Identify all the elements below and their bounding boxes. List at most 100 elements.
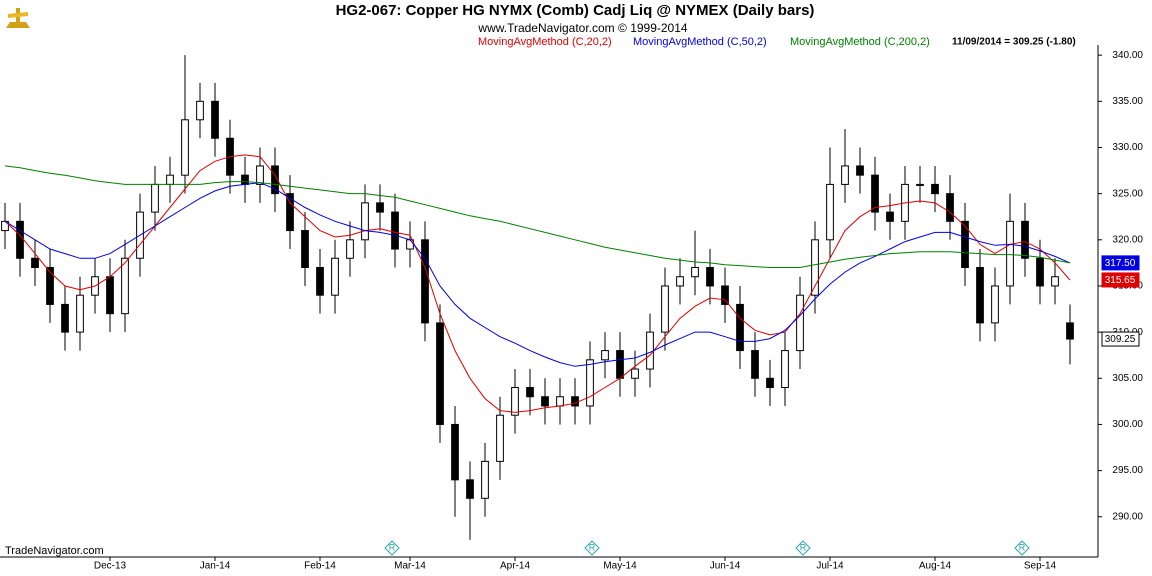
y-tick-label: 300.00 xyxy=(1112,419,1143,430)
candle-body xyxy=(931,183,939,195)
candle-body xyxy=(391,211,399,250)
candle-body xyxy=(856,165,864,176)
moving-average-line xyxy=(4,182,1071,367)
logo xyxy=(6,8,30,28)
candle-body xyxy=(436,322,444,425)
moving-average-line xyxy=(4,154,1071,413)
candle-body xyxy=(646,331,654,370)
candle-body xyxy=(1021,220,1029,259)
candle-body xyxy=(481,460,489,499)
x-tick-label: Jul-14 xyxy=(816,561,844,572)
candle-body xyxy=(466,479,474,499)
candle-body xyxy=(361,202,369,241)
candle-body xyxy=(121,257,129,315)
y-tick-label: 290.00 xyxy=(1112,511,1143,522)
candle-body xyxy=(1051,276,1059,287)
x-tick-label: May-14 xyxy=(603,561,637,572)
y-tick-label: 335.00 xyxy=(1112,96,1143,107)
x-tick-label: Dec-13 xyxy=(94,561,127,572)
candle-body xyxy=(16,220,24,259)
candle-body xyxy=(106,276,114,315)
candle-body xyxy=(496,414,504,462)
candle-body xyxy=(376,202,384,213)
svg-text:R: R xyxy=(1019,542,1026,552)
y-tick-label: 305.00 xyxy=(1112,373,1143,384)
candle-body xyxy=(571,396,579,407)
x-tick-label: Sep-14 xyxy=(1024,561,1057,572)
candle-body xyxy=(166,174,174,185)
candle-body xyxy=(241,174,249,185)
candle-body xyxy=(961,220,969,268)
svg-text:R: R xyxy=(589,542,596,552)
svg-text:R: R xyxy=(389,542,396,552)
candle-body xyxy=(31,257,39,268)
y-tick-label: 295.00 xyxy=(1112,465,1143,476)
candle-body xyxy=(526,387,534,398)
candle-body xyxy=(796,294,804,352)
chart-subtitle: www.TradeNavigator.com © 1999-2014 xyxy=(477,21,687,35)
candle-body xyxy=(331,257,339,296)
legend-entry: MovingAvgMethod (C,50,2) xyxy=(633,36,767,48)
candle-body xyxy=(676,276,684,287)
candle-body xyxy=(886,211,894,222)
candle-body xyxy=(511,387,519,416)
x-tick-label: Aug-14 xyxy=(919,561,952,572)
price-tag xyxy=(1101,272,1140,288)
candle-body xyxy=(691,266,699,278)
y-tick-label: 330.00 xyxy=(1112,142,1143,153)
candle-body xyxy=(1066,322,1074,340)
chart-title: HG2-067: Copper HG NYMX (Comb) Cadj Liq … xyxy=(336,2,815,19)
price-tag xyxy=(1101,331,1140,347)
candle-body xyxy=(706,266,714,287)
candle-body xyxy=(586,359,594,407)
candle-body xyxy=(346,239,354,259)
candle-body xyxy=(736,303,744,352)
candle-body xyxy=(811,239,819,296)
legend-entry: MovingAvgMethod (C,200,2) xyxy=(790,36,930,48)
y-tick-label: 320.00 xyxy=(1112,234,1143,245)
candle-body xyxy=(766,377,774,389)
candle-body xyxy=(946,193,954,222)
candle-body xyxy=(751,350,759,379)
candle-body xyxy=(601,350,609,361)
watermark: TradeNavigator.com xyxy=(5,545,104,557)
candle-body xyxy=(286,193,294,232)
moving-average-line xyxy=(4,165,1071,268)
candle-body xyxy=(871,174,879,213)
candle-body xyxy=(181,119,189,176)
candle-body xyxy=(781,350,789,389)
candle-body xyxy=(421,239,429,324)
candle-body xyxy=(541,396,549,407)
y-tick-label: 340.00 xyxy=(1112,50,1143,61)
candle-body xyxy=(631,368,639,379)
price-tag xyxy=(1101,255,1140,271)
candle-body xyxy=(211,100,219,139)
price-tag-label: 317.50 xyxy=(1105,258,1136,269)
x-tick-label: Jun-14 xyxy=(710,561,741,572)
candle-body xyxy=(271,165,279,195)
candle-body xyxy=(61,303,69,333)
candle-body xyxy=(721,285,729,305)
candle-body xyxy=(451,423,459,481)
candle-body xyxy=(316,266,324,296)
candle-body xyxy=(991,285,999,324)
candle-body xyxy=(1006,220,1014,287)
x-tick-label: Mar-14 xyxy=(394,561,426,572)
last-value-info: 11/09/2014 = 309.25 (-1.80) xyxy=(952,37,1076,48)
candle-body xyxy=(661,285,669,333)
x-tick-label: Apr-14 xyxy=(500,561,530,572)
candle-body xyxy=(826,183,834,241)
candle-body xyxy=(76,294,84,333)
candle-body xyxy=(616,350,624,379)
price-tag-label: 315.65 xyxy=(1105,275,1136,286)
candle-body xyxy=(841,165,849,185)
candle-body xyxy=(301,230,309,268)
x-tick-label: Feb-14 xyxy=(304,561,336,572)
candle-body xyxy=(46,266,54,305)
candle-body xyxy=(256,165,264,185)
price-tag-label: 309.25 xyxy=(1105,334,1136,345)
svg-text:R: R xyxy=(800,542,807,552)
candle-body xyxy=(1036,257,1044,287)
event-markers: R R R R xyxy=(384,540,1030,556)
